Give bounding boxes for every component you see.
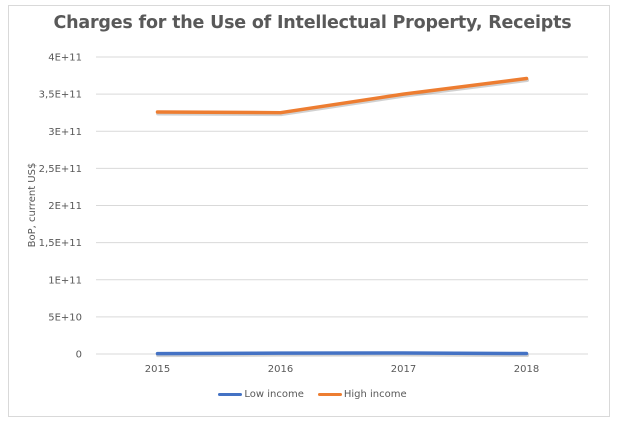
y-axis-label: BoP, current US$ (27, 163, 38, 248)
series-lines (155, 76, 529, 358)
y-tick-label: 2,5E+11 (39, 164, 82, 175)
x-tick-labels: 2015 2016 2017 2018 (145, 364, 539, 375)
y-tick-label: 1E+11 (48, 275, 82, 286)
x-tick-label: 2017 (391, 364, 416, 375)
y-tick-label: 0 (76, 350, 82, 361)
chart-frame (8, 5, 610, 417)
y-tick-label: 1,5E+11 (39, 238, 82, 249)
legend-label-low-income: Low income (244, 389, 304, 400)
y-tick-labels: 0 5E+10 1E+11 1,5E+11 2E+11 2,5E+11 3E+11 3,5E+… (39, 53, 82, 361)
legend-item-low-income[interactable]: Low income (218, 389, 304, 400)
chart-title: Charges for the Use of Intellectual Prop… (53, 13, 572, 33)
y-tick-label: 3E+11 (48, 127, 82, 138)
y-tick-label: 5E+10 (48, 312, 82, 323)
legend-label-high-income: High income (343, 389, 407, 400)
legend: Low income High income (0, 389, 625, 400)
x-tick-label: 2018 (514, 364, 539, 375)
series-line-high-income[interactable] (155, 76, 529, 115)
y-tick-label: 3,5E+11 (39, 90, 82, 101)
series-line-low-income[interactable] (155, 351, 529, 356)
y-tick-label: 4E+11 (48, 53, 82, 64)
y-tick-label: 2E+11 (48, 201, 82, 212)
x-tick-label: 2016 (268, 364, 293, 375)
gridlines (96, 56, 588, 355)
legend-item-high-income[interactable]: High income (317, 389, 407, 400)
legend-swatch-high-income (317, 393, 342, 396)
legend-swatch-low-income (218, 393, 243, 396)
x-tick-label: 2015 (145, 364, 170, 375)
